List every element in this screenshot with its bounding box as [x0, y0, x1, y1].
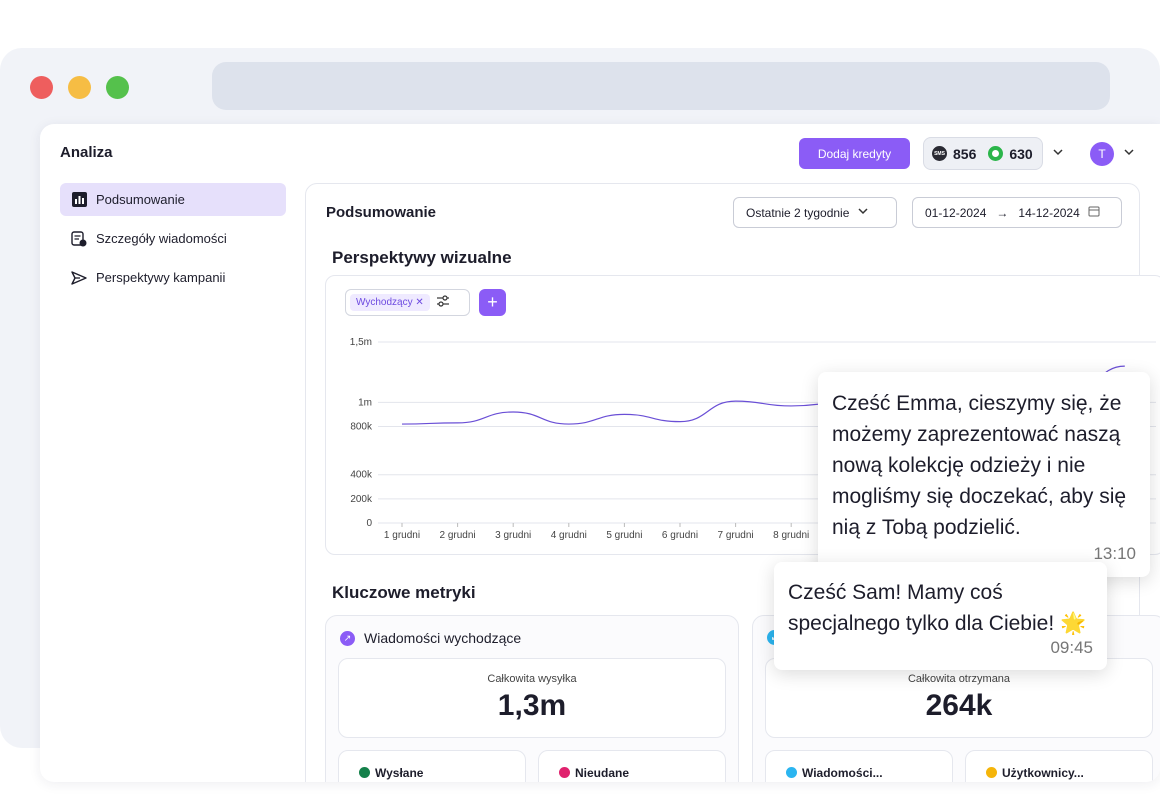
- total-received-value: 264k: [925, 689, 993, 722]
- users-status-dot: [986, 767, 997, 778]
- users-label: Użytkownicy...: [1002, 766, 1084, 780]
- sidebar-item-message-details[interactable]: Szczegóły wiadomości: [60, 222, 286, 255]
- page-title: Analiza: [60, 144, 113, 161]
- chevron-down-icon: [857, 205, 869, 220]
- maximize-window-button[interactable]: [106, 76, 129, 99]
- address-bar[interactable]: [212, 62, 1110, 110]
- y-tick-label: 200k: [350, 494, 373, 505]
- visual-insights-title: Perspektywy wizualne: [332, 248, 512, 267]
- close-window-button[interactable]: [30, 76, 53, 99]
- y-tick-label: 400k: [350, 470, 373, 481]
- add-filter-button[interactable]: +: [479, 289, 506, 316]
- x-tick-label: 2 grudni: [440, 530, 476, 541]
- credits-balance[interactable]: SMS 856 630: [923, 137, 1043, 170]
- outgoing-arrow-icon: ↗: [340, 630, 355, 646]
- date-from: 01-12-2024: [925, 205, 987, 220]
- failed-box: Nieudane: [538, 750, 726, 782]
- message-details-icon: [71, 230, 87, 247]
- sms-icon: SMS: [932, 146, 947, 161]
- incoming-messages-label: Wiadomości...: [802, 766, 883, 780]
- remove-filter-icon[interactable]: ✕: [415, 297, 424, 308]
- total-sent-value: 1,3m: [497, 689, 567, 722]
- date-range-picker[interactable]: 01-12-2024 → 14-12-2024: [912, 197, 1122, 228]
- sent-label: Wysłane: [375, 766, 424, 780]
- y-tick-label: 800k: [350, 421, 373, 432]
- sidebar-item-label: Podsumowanie: [96, 192, 185, 207]
- x-tick-label: 7 grudni: [718, 530, 754, 541]
- x-tick-label: 4 grudni: [551, 530, 587, 541]
- y-tick-label: 0: [366, 518, 372, 529]
- minimize-window-button[interactable]: [68, 76, 91, 99]
- total-received-box: Całkowita otrzymana 264k: [765, 658, 1153, 738]
- failed-status-dot: [559, 767, 570, 778]
- sidebar-item-summary[interactable]: Podsumowanie: [60, 183, 286, 216]
- filter-chip-label: Wychodzący ✕: [350, 294, 430, 311]
- filter-settings-icon[interactable]: [436, 295, 450, 310]
- y-tick-label: 1,5m: [350, 337, 372, 348]
- chat-bubble-emma: Cześć Emma, cieszymy się, że możemy zapr…: [818, 372, 1150, 577]
- y-tick-label: 1m: [358, 397, 372, 408]
- messages-status-dot: [786, 767, 797, 778]
- chat-message-time: 09:45: [1050, 638, 1093, 657]
- sms-credits: 856: [953, 145, 977, 162]
- period-select-value: Ostatnie 2 tygodnie: [746, 205, 850, 220]
- x-tick-label: 5 grudni: [606, 530, 642, 541]
- x-tick-label: 6 grudni: [662, 530, 698, 541]
- credits-chevron-down-icon[interactable]: [1052, 146, 1064, 161]
- total-received-label: Całkowita otrzymana: [907, 673, 1011, 685]
- add-credits-button[interactable]: Dodaj kredyty: [799, 138, 910, 169]
- incoming-messages-box: Wiadomości...: [765, 750, 953, 782]
- outgoing-metrics-card: ↗ Wiadomości wychodzące Całkowita wysyłk…: [325, 615, 739, 782]
- account-chevron-down-icon[interactable]: [1123, 146, 1135, 161]
- whatsapp-credits: 630: [1009, 145, 1033, 162]
- key-metrics-title: Kluczowe metryki: [332, 583, 476, 602]
- sent-status-dot: [359, 767, 370, 778]
- chat-message-time: 13:10: [1093, 544, 1136, 563]
- bar-chart-icon: [71, 192, 87, 208]
- total-sent-box: Całkowita wysyłka 1,3m: [338, 658, 726, 738]
- failed-label: Nieudane: [575, 766, 630, 780]
- chat-bubble-sam: Cześć Sam! Mamy coś specjalnego tylko dl…: [774, 562, 1107, 670]
- whatsapp-icon: [988, 146, 1004, 161]
- date-to: 14-12-2024: [1018, 205, 1080, 220]
- total-sent-label: Całkowita wysyłka: [487, 673, 577, 685]
- metric-title: Wiadomości wychodzące: [364, 630, 522, 646]
- users-box: Użytkownicy...: [965, 750, 1153, 782]
- avatar[interactable]: T: [1090, 142, 1114, 166]
- sidebar-item-label: Szczegóły wiadomości: [96, 231, 227, 246]
- sidebar-item-label: Perspektywy kampanii: [96, 270, 226, 285]
- sent-box: Wysłane: [338, 750, 526, 782]
- period-select[interactable]: Ostatnie 2 tygodnie: [733, 197, 897, 228]
- send-icon: [71, 270, 87, 286]
- x-tick-label: 8 grudni: [773, 530, 809, 541]
- section-title: Podsumowanie: [326, 204, 437, 221]
- chat-message-text: Cześć Emma, cieszymy się, że możemy zapr…: [832, 392, 1127, 539]
- x-tick-label: 1 grudni: [384, 530, 420, 541]
- filter-chip[interactable]: Wychodzący ✕: [345, 289, 470, 316]
- date-arrow: →: [996, 205, 1009, 220]
- chat-message-text: Cześć Sam! Mamy coś specjalnego tylko dl…: [788, 581, 1087, 635]
- calendar-icon: [1088, 205, 1100, 220]
- sidebar-item-campaign-insights[interactable]: Perspektywy kampanii: [60, 261, 286, 294]
- x-tick-label: 3 grudni: [495, 530, 531, 541]
